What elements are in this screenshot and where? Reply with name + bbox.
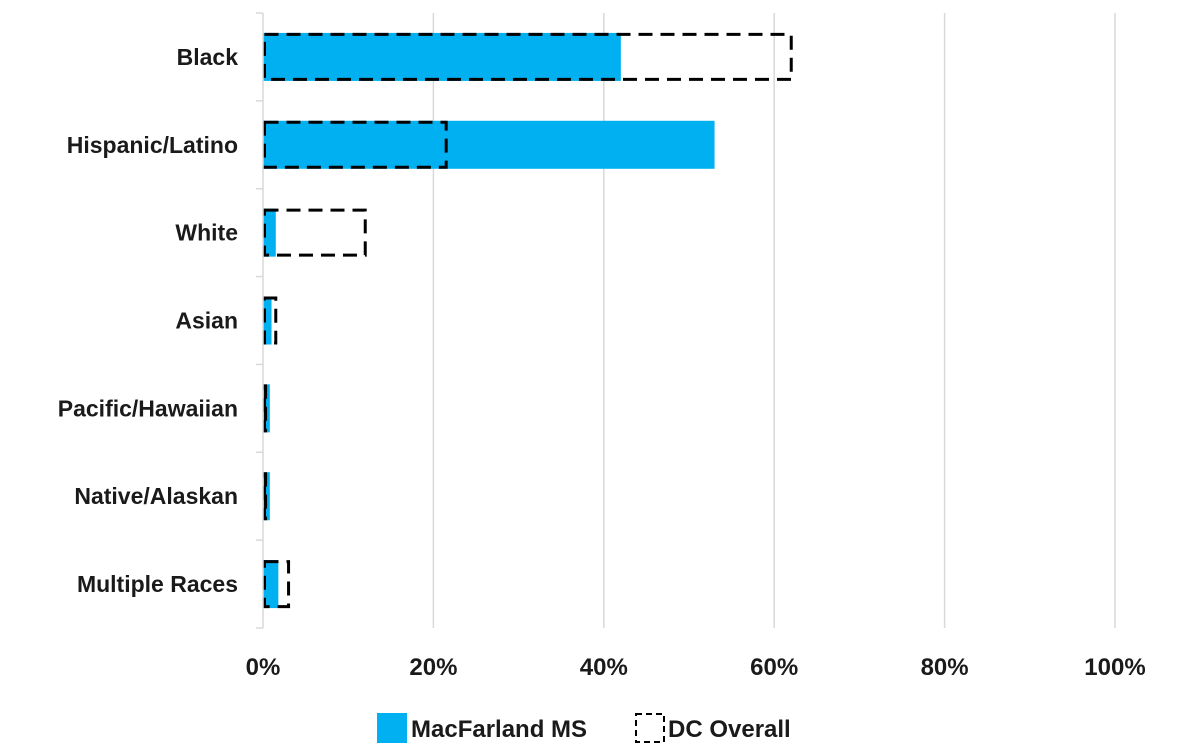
bar-macfarland: [263, 296, 272, 345]
grid-layer: [432, 13, 1116, 628]
bar-dc-overall: [263, 208, 367, 257]
x-tick-label: 20%: [409, 654, 457, 681]
category-label: Hispanic/Latino: [67, 132, 238, 158]
bar-dc-overall: [263, 296, 278, 345]
legend: MacFarland MS DC Overall: [377, 713, 791, 743]
legend-swatch-macfarland: [377, 713, 407, 743]
bar-dc-overall: [263, 384, 268, 433]
category-label: White: [175, 220, 238, 246]
x-tick-label: 60%: [750, 654, 798, 681]
bar-macfarland: [263, 120, 715, 169]
category-label: Multiple Races: [77, 571, 238, 597]
bar-macfarland: [263, 560, 279, 609]
bar-dc-overall: [263, 472, 268, 521]
category-label: Native/Alaskan: [74, 483, 238, 509]
x-tick-label: 100%: [1084, 654, 1145, 681]
bars-layer: [263, 32, 793, 609]
bar-dc-overall: [263, 120, 448, 169]
x-tick-label: 40%: [580, 654, 628, 681]
category-label: Pacific/Hawaiian: [58, 395, 238, 421]
x-tick-label: 0%: [246, 654, 281, 681]
bar-macfarland: [263, 32, 621, 81]
bar-macfarland: [263, 208, 276, 257]
category-label: Asian: [175, 308, 238, 334]
legend-label-macfarland: MacFarland MS: [411, 716, 587, 743]
labels-layer: Black Hispanic/Latino White Asian Pacific/Ha…: [58, 44, 1146, 681]
x-tick-label: 80%: [921, 654, 969, 681]
legend-label-dc-overall: DC Overall: [668, 716, 791, 743]
category-label: Black: [177, 44, 239, 70]
axis-layer: [256, 12, 264, 629]
legend-swatch-dc-overall: [635, 713, 665, 743]
bar-dc-overall: [263, 560, 291, 609]
